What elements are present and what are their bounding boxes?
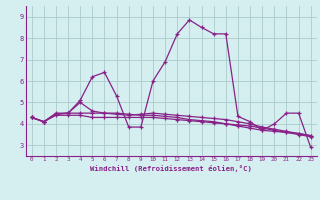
X-axis label: Windchill (Refroidissement éolien,°C): Windchill (Refroidissement éolien,°C) <box>90 165 252 172</box>
